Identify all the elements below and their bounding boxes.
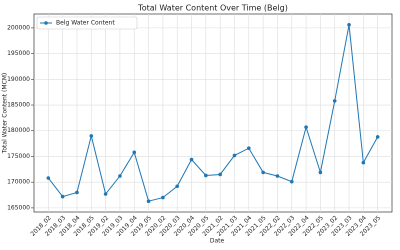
- chart-title: Total Water Content Over Time (Belg): [137, 4, 288, 13]
- y-tick-label: 185000: [7, 102, 30, 109]
- data-point: [275, 174, 280, 178]
- y-tick-label: 195000: [7, 50, 30, 57]
- data-point: [218, 172, 222, 177]
- data-point: [103, 192, 108, 196]
- data-point: [361, 160, 366, 165]
- data-point: [161, 195, 165, 200]
- data-point: [46, 176, 51, 180]
- data-point: [132, 150, 137, 155]
- data-point: [118, 174, 122, 178]
- data-point: [175, 184, 179, 189]
- y-tick-label: 165000: [7, 204, 30, 211]
- data-point: [318, 170, 323, 175]
- data-point: [60, 194, 65, 199]
- data-point: [75, 190, 79, 195]
- data-point: [289, 179, 294, 184]
- data-point: [375, 135, 380, 139]
- data-point: [261, 170, 265, 175]
- legend-marker: [44, 21, 48, 25]
- data-point: [247, 146, 251, 151]
- y-tick-label: 180000: [7, 127, 30, 134]
- plot-frame: [33, 13, 393, 213]
- data-point: [146, 199, 151, 203]
- data-point: [189, 157, 194, 162]
- y-tick-label: 200000: [7, 24, 30, 31]
- y-tick-label: 170000: [7, 179, 30, 186]
- y-tick-label: 190000: [7, 76, 30, 83]
- data-point: [89, 134, 94, 138]
- data-point: [347, 23, 351, 27]
- data-point: [204, 173, 208, 178]
- data-point: [232, 153, 237, 158]
- data-point: [332, 99, 337, 103]
- data-point: [304, 125, 308, 129]
- y-axis-label: Total Water Content (MCM): [2, 73, 9, 155]
- x-axis-label: Date: [210, 238, 225, 245]
- legend-box: [36, 16, 138, 30]
- y-tick-label: 175000: [7, 153, 30, 160]
- data-line: [47, 24, 379, 202]
- legend-label: Belg Water Content: [56, 20, 115, 27]
